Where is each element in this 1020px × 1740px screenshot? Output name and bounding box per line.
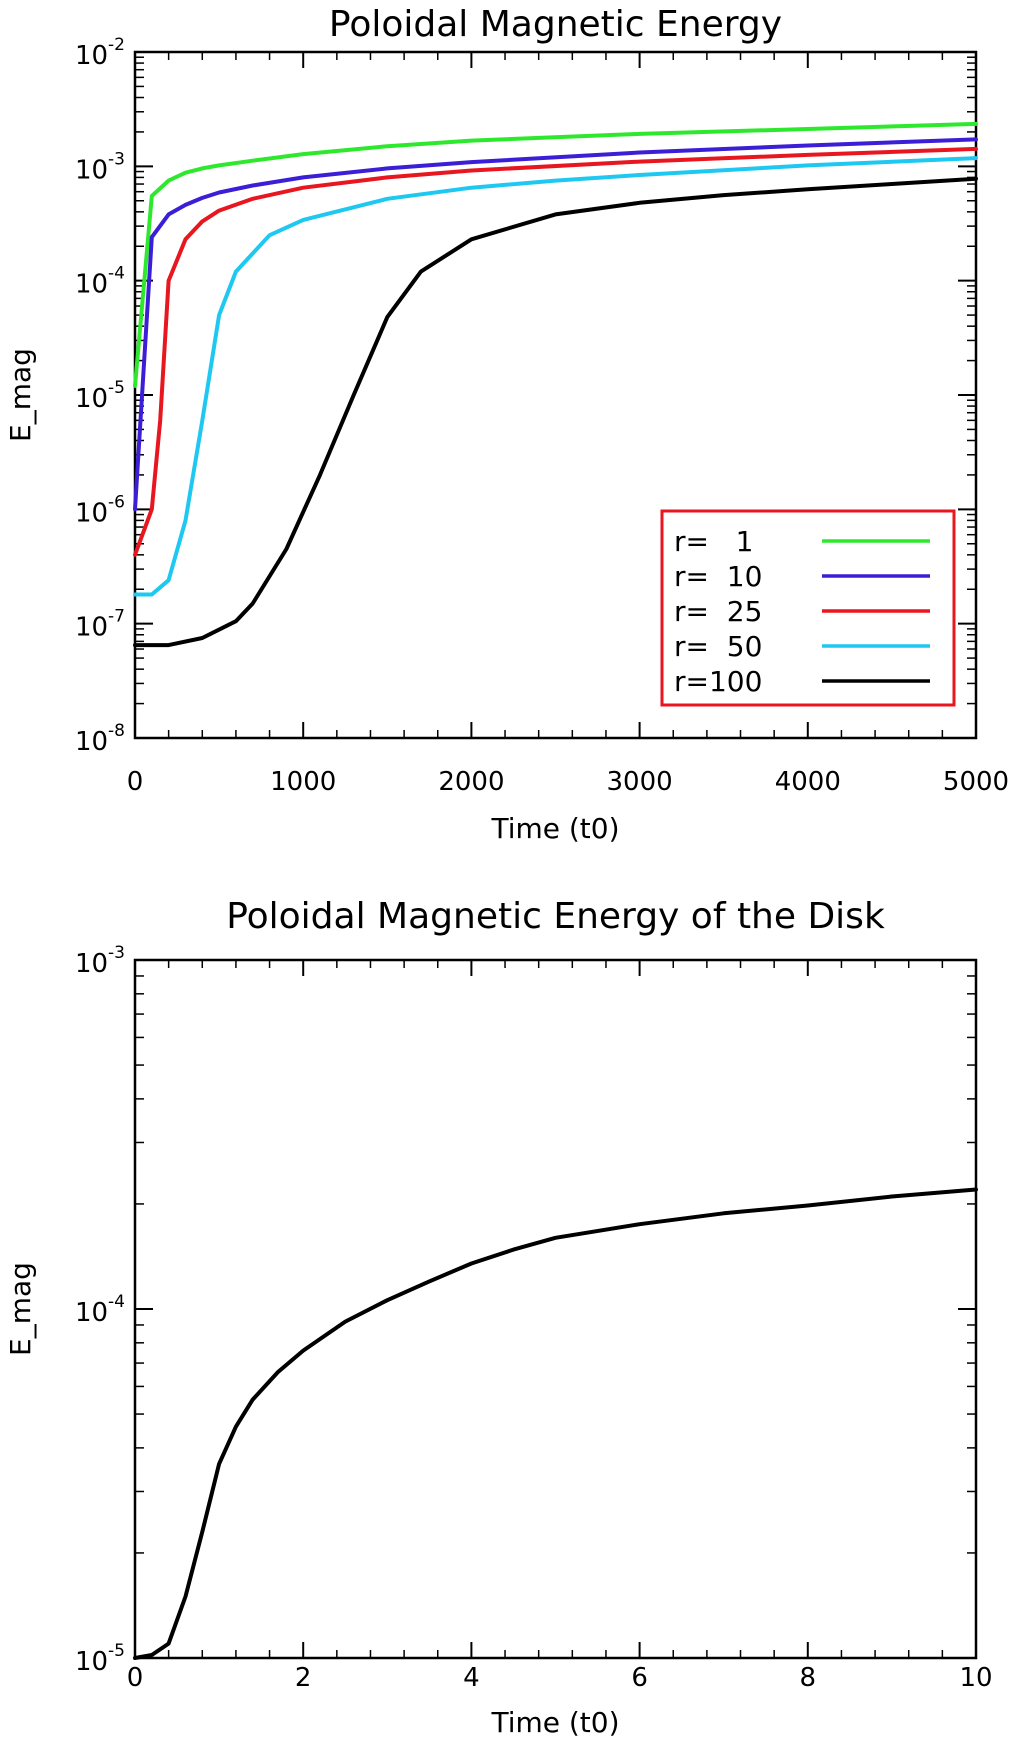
series-line-4 (133, 156, 978, 597)
x-tick-label: 4000 (775, 767, 841, 797)
legend-label: r=100 (674, 665, 762, 698)
y-tick-label: 10-4 (75, 264, 125, 300)
chart-title: Poloidal Magnetic Energy (329, 4, 782, 45)
x-tick-label: 8 (800, 1663, 817, 1693)
y-axis-label: E_mag (4, 348, 37, 442)
x-tick-label: 4 (463, 1663, 480, 1693)
x-axis-label: Time (t0) (490, 1706, 619, 1739)
x-tick-label: 0 (127, 767, 144, 797)
chart-title: Poloidal Magnetic Energy of the Disk (226, 896, 885, 937)
y-tick-label: 10-7 (75, 607, 125, 643)
y-tick-label: 10-8 (75, 721, 125, 757)
x-tick-label: 5000 (943, 767, 1009, 797)
y-tick-label: 10-5 (75, 1641, 125, 1677)
y-tick-label: 10-3 (75, 149, 125, 185)
x-axis-label: Time (t0) (490, 812, 619, 845)
y-tick-label: 10-4 (75, 1292, 125, 1328)
chart-2: Poloidal Magnetic Energy of the Disk Time… (4, 896, 993, 1739)
y-tick-label: 10-6 (75, 492, 125, 528)
x-tick-label: 1000 (270, 767, 336, 797)
series-line-5 (133, 176, 978, 648)
y-tick-label: 10-3 (75, 943, 125, 979)
y-axis-label: E_mag (4, 1262, 37, 1356)
series-line-2 (133, 137, 978, 512)
legend-label: r= 10 (674, 560, 762, 593)
y-tick-label: 10-2 (75, 35, 125, 71)
legend-label: r= 1 (674, 525, 754, 558)
plot-frame (133, 958, 978, 1660)
x-tick-label: 3000 (607, 767, 673, 797)
x-tick-label: 6 (631, 1663, 648, 1693)
x-tick-label: 2000 (438, 767, 504, 797)
legend: r= 1r= 10r= 25r= 50r=100 (660, 509, 956, 707)
x-tick-label: 0 (127, 1663, 144, 1693)
legend-label: r= 25 (674, 595, 762, 628)
x-tick-label: 2 (295, 1663, 312, 1693)
legend-box (660, 509, 956, 707)
series-line-1 (133, 1187, 978, 1660)
x-tick-label: 10 (959, 1663, 992, 1693)
y-tick-label: 10-5 (75, 378, 125, 414)
series-line-3 (133, 146, 978, 557)
legend-label: r= 50 (674, 630, 762, 663)
series-line-1 (133, 121, 978, 388)
